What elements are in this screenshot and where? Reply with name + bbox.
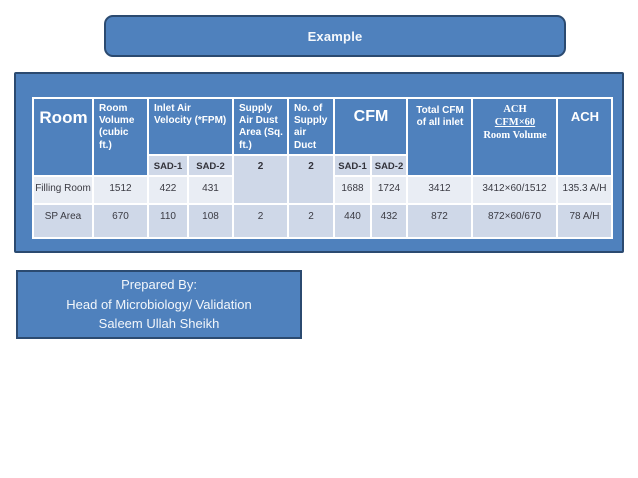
table-header-row: Room Room Volume (cubic ft.) Inlet Air V… <box>32 97 613 177</box>
cell-supply-area: 2 <box>232 202 289 239</box>
subheader-cfm-sad1: SAD-1 <box>333 153 372 177</box>
header-no-of-supply-air-duct: No. of Supply air Duct <box>287 97 335 156</box>
table-row-filling-room: Filling Room 1512 422 431 1688 1724 3412… <box>32 174 613 205</box>
table-frame-panel: Room Room Volume (cubic ft.) Inlet Air V… <box>14 72 624 253</box>
ach-formula-line1: ACH <box>503 104 527 115</box>
value-no-of-supply-air-duct: 2 <box>287 153 335 205</box>
cell-ach-formula: 872×60/670 <box>471 202 558 239</box>
header-ach-formula: ACH CFM×60 Room Volume <box>471 97 558 177</box>
header-supply-air-dust-area: Supply Air Dust Area (Sq. ft.) <box>232 97 289 156</box>
prepared-by-role: Head of Microbiology/ Validation <box>66 296 252 312</box>
cell-cfm-sad1: 440 <box>333 202 372 239</box>
table-subheader-row: SAD-1 SAD-2 2 2 SAD-1 SAD-2 <box>33 153 612 205</box>
cell-ach: 135.3 A/H <box>556 174 613 205</box>
prepared-by-box: Prepared By: Head of Microbiology/ Valid… <box>16 270 302 339</box>
table-row-sp-area: SP Area 670 110 108 2 2 440 432 872 872×… <box>32 202 613 239</box>
cell-total-cfm: 872 <box>406 202 473 239</box>
header-ach: ACH <box>556 97 613 177</box>
cell-total-cfm: 3412 <box>406 174 473 205</box>
cell-cfm-sad2: 1724 <box>370 174 408 205</box>
cell-room-volume: 1512 <box>92 174 149 205</box>
example-title-label: Example <box>307 28 363 44</box>
header-inlet-air-velocity: Inlet Air Velocity (*FPM) <box>147 97 234 156</box>
air-change-table: Room Room Volume (cubic ft.) Inlet Air V… <box>32 97 613 239</box>
subheader-inlet-sad1: SAD-1 <box>147 153 189 177</box>
cell-velocity-sad1: 110 <box>147 202 189 239</box>
cell-velocity-sad1: 422 <box>147 174 189 205</box>
subheader-inlet-sad2: SAD-2 <box>187 153 234 177</box>
header-total-cfm: Total CFM of all inlet <box>406 97 473 177</box>
cell-cfm-sad2: 432 <box>370 202 408 239</box>
cell-room-name: SP Area <box>32 202 94 239</box>
cell-velocity-sad2: 431 <box>187 174 234 205</box>
subheader-cfm-sad2: SAD-2 <box>370 153 408 177</box>
cell-no-duct: 2 <box>287 202 335 239</box>
header-cfm: CFM <box>333 97 408 156</box>
prepared-by-name: Saleem Ullah Sheikh <box>98 316 220 332</box>
example-title-box: Example <box>104 15 566 57</box>
ach-formula-line2: CFM×60 <box>494 116 536 128</box>
header-room: Room <box>32 97 94 177</box>
prepared-by-label: Prepared By: <box>121 277 197 293</box>
cell-room-volume: 670 <box>92 202 149 239</box>
header-room-volume: Room Volume (cubic ft.) <box>92 97 149 177</box>
cell-cfm-sad1: 1688 <box>333 174 372 205</box>
ach-formula-line3: Room Volume <box>483 129 547 141</box>
value-supply-air-dust-area: 2 <box>232 153 289 205</box>
cell-ach-formula: 3412×60/1512 <box>471 174 558 205</box>
cell-ach: 78 A/H <box>556 202 613 239</box>
cell-velocity-sad2: 108 <box>187 202 234 239</box>
cell-room-name: Filling Room <box>32 174 94 205</box>
